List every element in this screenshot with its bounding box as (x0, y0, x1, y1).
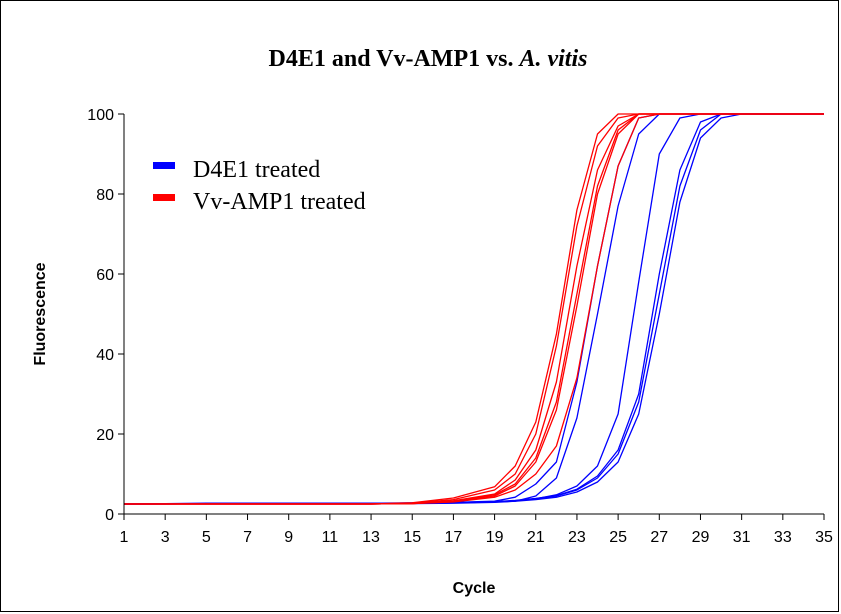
y-tick-label: 80 (96, 187, 114, 204)
x-ticks: 1 3 5 7 9 11 13 15 17 19 21 23 25 27 29 31 33 35 (120, 514, 833, 546)
chart-title: D4E1 and Vv-AMP1 vs. A. vitis (269, 46, 588, 72)
x-tick-label: 5 (202, 529, 211, 546)
plot-lines (123, 113, 824, 506)
x-tick-label: 13 (362, 529, 380, 546)
x-tick-label: 35 (815, 529, 833, 546)
x-tick-label: 27 (650, 529, 668, 546)
y-ticks: 0 20 40 60 80 100 (87, 107, 124, 524)
x-tick-label: 15 (403, 529, 421, 546)
legend-label-vvamp1: Vv-AMP1 treated (193, 189, 366, 215)
x-tick-label: 21 (527, 529, 545, 546)
legend-label-d4e1: D4E1 treated (193, 157, 320, 183)
x-tick-label: 7 (243, 529, 252, 546)
x-tick-label: 29 (692, 529, 710, 546)
x-tick-label: 3 (161, 529, 170, 546)
legend: D4E1 treated Vv-AMP1 treated (153, 157, 366, 215)
x-tick-label: 17 (445, 529, 463, 546)
x-tick-label: 25 (609, 529, 627, 546)
y-tick-label: 60 (96, 267, 114, 284)
y-tick-label: 0 (105, 507, 114, 524)
x-tick-label: 11 (322, 529, 339, 546)
x-axis-label: Cycle (453, 580, 496, 597)
chart-title-italic: A. vitis (517, 46, 587, 72)
y-tick-label: 100 (87, 107, 114, 124)
chart-title-main: D4E1 and Vv-AMP1 vs. (269, 46, 520, 72)
x-tick-label: 9 (284, 529, 293, 546)
x-tick-label: 1 (120, 529, 129, 546)
x-tick-label: 19 (486, 529, 504, 546)
legend-swatch-vvamp1 (153, 194, 175, 201)
x-tick-label: 31 (733, 529, 751, 546)
x-tick-label: 33 (774, 529, 792, 546)
x-tick-label: 23 (568, 529, 586, 546)
y-tick-label: 20 (96, 427, 114, 444)
y-axis-label: Fluorescence (32, 262, 49, 365)
series-line-vvamp1-11 (124, 113, 824, 505)
legend-swatch-d4e1 (153, 162, 175, 169)
y-tick-label: 40 (96, 347, 114, 364)
axes (123, 114, 824, 515)
